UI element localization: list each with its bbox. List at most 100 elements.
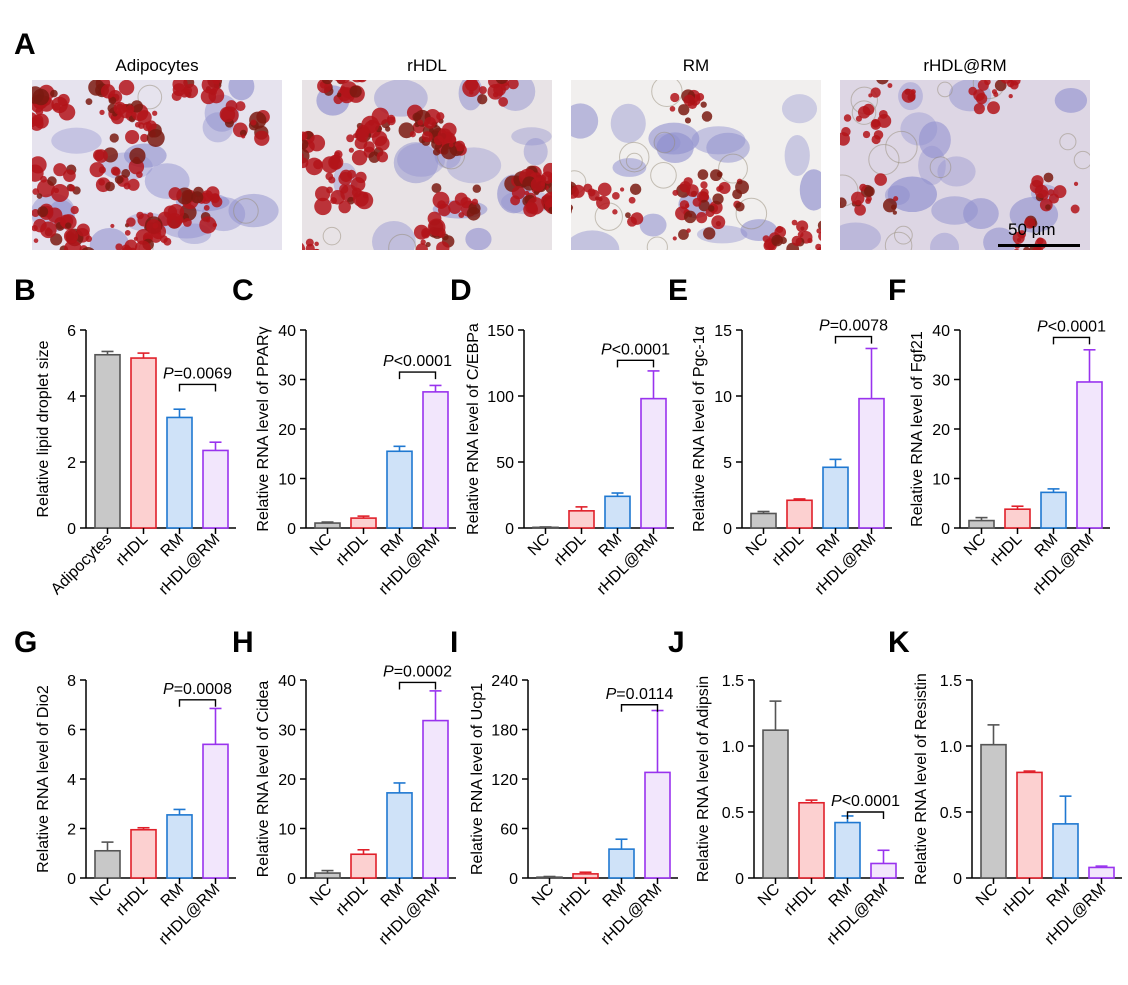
- lipid-droplet: [115, 243, 123, 250]
- chart-g-y-tick-label: 6: [67, 723, 76, 740]
- lipid-droplet: [791, 235, 802, 246]
- lipid-droplet: [125, 129, 140, 145]
- cell-outline: [894, 225, 913, 245]
- lipid-droplet: [432, 148, 441, 156]
- panel-letter-g: G: [14, 626, 38, 659]
- lipid-droplet: [701, 111, 713, 122]
- cell-nucleus: [931, 196, 978, 225]
- lipid-droplet: [338, 200, 351, 214]
- chart-c-bar: [386, 450, 413, 529]
- lipid-droplet: [302, 131, 308, 141]
- lipid-droplet: [507, 80, 519, 90]
- lipid-droplet: [710, 169, 722, 182]
- chart-i-y-tick-label: 60: [500, 822, 518, 839]
- chart-k-category-label: NC: [973, 881, 1001, 909]
- lipid-droplet: [460, 196, 472, 209]
- lipid-droplet: [975, 92, 988, 105]
- lipid-droplet: [431, 183, 442, 193]
- lipid-droplet: [993, 91, 999, 97]
- chart-d-svg: 0 50 100 150 Relative RNA level of C/EBPa NCr…: [465, 323, 674, 598]
- lipid-droplet: [76, 223, 90, 237]
- cell-nucleus: [1054, 87, 1088, 113]
- chart-j-category-label: rHDL: [781, 881, 819, 919]
- micrograph-background: [571, 80, 821, 250]
- chart-g: 0 2 4 6 8 Relative RNA level of Dio2 NC rHDL RM r…: [0, 650, 236, 985]
- cell-outline: [619, 141, 650, 173]
- chart-g-bar: [166, 814, 193, 879]
- chart-b-bar: [130, 357, 157, 529]
- chart-c-category-label: rHDL: [333, 531, 371, 569]
- lipid-droplet: [363, 193, 369, 199]
- chart-i-p-value: P=0.0114: [606, 686, 674, 703]
- lipid-droplet: [596, 195, 610, 210]
- chart-g-y-label: Relative RNA level of Dio2: [35, 685, 52, 873]
- chart-c-y-label: Relative RNA level of PPARγ: [255, 326, 272, 531]
- lipid-droplet: [417, 119, 424, 126]
- lipid-droplet: [423, 122, 429, 127]
- lipid-droplet: [1032, 246, 1044, 250]
- chart-i-y-tick-label: 180: [491, 723, 518, 740]
- lipid-droplet: [32, 88, 50, 106]
- lipid-droplet: [37, 206, 49, 218]
- lipid-droplet: [108, 96, 117, 105]
- lipid-droplet: [70, 205, 79, 215]
- cell-outline: [1059, 133, 1077, 151]
- chart-g-category-label: NC: [87, 881, 115, 909]
- lipid-droplet: [791, 219, 798, 226]
- lipid-droplet: [113, 101, 127, 115]
- lipid-droplet: [183, 83, 199, 99]
- lipid-droplet: [893, 196, 899, 202]
- micro-title-rhdl-rm: rHDL@RM: [923, 56, 1007, 75]
- lipid-droplet: [700, 101, 707, 108]
- cell-outline: [651, 80, 683, 108]
- chart-f-bar: [1076, 381, 1103, 529]
- chart-e-p-value: P=0.0078: [819, 318, 888, 335]
- lipid-droplet: [440, 143, 458, 160]
- chart-d: 0 50 100 150 Relative RNA level of C/EBPa NC r…: [436, 300, 674, 635]
- chart-k-y-tick-label: 1.0: [940, 739, 962, 756]
- chart-j-category-label: NC: [755, 881, 783, 909]
- chart-d-y-tick-label: 100: [487, 389, 514, 406]
- lipid-droplet: [887, 83, 893, 88]
- lipid-droplet: [703, 227, 716, 240]
- cell-nucleus: [511, 127, 552, 146]
- lipid-droplet: [127, 178, 140, 191]
- lipid-droplet: [630, 212, 644, 225]
- lipid-droplet: [672, 189, 679, 196]
- lipid-droplet: [330, 190, 345, 205]
- panel-letter-h: H: [232, 626, 254, 659]
- lipid-droplet: [47, 176, 57, 186]
- chart-e-y-tick-label: 15: [714, 323, 732, 340]
- lipid-droplet: [110, 223, 115, 229]
- lipid-droplet: [678, 229, 689, 240]
- cell-nucleus: [51, 127, 102, 154]
- micrograph-rm-art: [571, 80, 821, 250]
- lipid-droplet: [873, 130, 884, 140]
- cell-nucleus: [571, 103, 599, 139]
- chart-e-bar: [786, 499, 813, 529]
- cell-outline: [322, 226, 342, 246]
- chart-c: 0 10 20 30 40 Relative RNA level of PPARγ NC rH…: [218, 300, 456, 635]
- lipid-droplet: [415, 243, 428, 250]
- chart-j-y-tick-label: 0: [735, 871, 744, 888]
- lipid-droplet: [797, 231, 804, 238]
- chart-c-y-tick-label: 30: [278, 373, 296, 390]
- chart-b-y-label: Relative lipid droplet size: [35, 340, 52, 517]
- lipid-droplet: [840, 132, 850, 146]
- lipid-droplet: [421, 131, 433, 143]
- lipid-droplet: [840, 197, 847, 209]
- lipid-droplet: [571, 184, 585, 198]
- lipid-droplet: [530, 177, 546, 192]
- chart-i-y-tick-label: 120: [491, 772, 518, 789]
- lipid-droplet: [314, 197, 332, 216]
- lipid-droplet: [683, 94, 695, 107]
- chart-e-category-label: RM: [814, 531, 844, 561]
- lipid-droplet: [818, 231, 821, 241]
- chart-e: 0 5 10 15 Relative RNA level of Pgc-1α NC rHDL…: [654, 300, 892, 635]
- lipid-droplet: [472, 184, 482, 193]
- lipid-droplet: [854, 204, 866, 216]
- lipid-droplet: [843, 114, 852, 122]
- lipid-droplet: [670, 92, 680, 103]
- cell-nucleus: [937, 156, 976, 187]
- lipid-droplet: [124, 239, 138, 250]
